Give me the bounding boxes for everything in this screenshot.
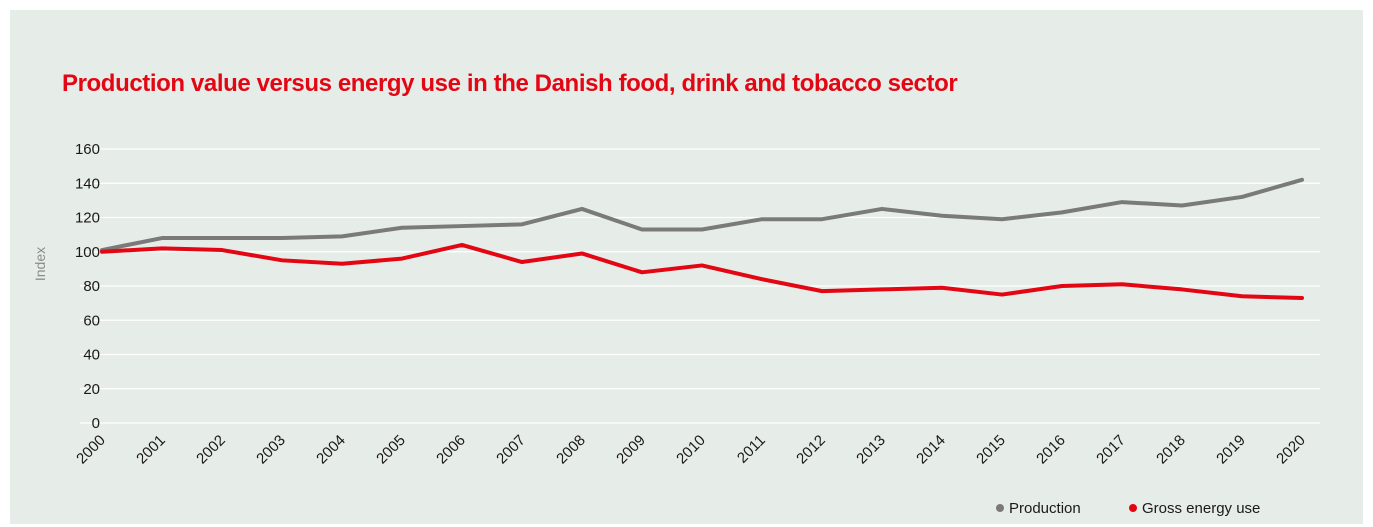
x-tick-label: 2016 [1033, 432, 1069, 468]
data-point [940, 214, 944, 218]
y-tick-label: 60 [83, 312, 100, 329]
data-point [1240, 195, 1244, 199]
y-tick-label: 160 [75, 141, 100, 158]
data-point [1060, 210, 1064, 214]
x-axis-ticks: 2000 2001 2002 2003 2004 2005 2006 2007 2008 2009… [73, 432, 1309, 468]
data-point [880, 207, 884, 211]
data-point [1060, 284, 1064, 288]
y-axis-ticks: 0 20 40 60 80 100 120 140 160 [75, 141, 100, 432]
x-tick-label: 2004 [313, 432, 349, 468]
x-tick-label: 2018 [1153, 432, 1189, 468]
data-point [580, 207, 584, 211]
data-point [160, 236, 164, 240]
y-tick-label: 140 [75, 175, 100, 192]
data-point [1300, 296, 1304, 300]
x-tick-label: 2013 [853, 432, 889, 468]
y-tick-label: 20 [83, 381, 100, 398]
legend-marker-icon [996, 504, 1004, 512]
data-point [340, 262, 344, 266]
data-point [640, 227, 644, 231]
data-point [100, 250, 104, 254]
legend-label: Production [1009, 500, 1081, 517]
gridlines [80, 148, 1320, 424]
data-point [580, 251, 584, 255]
data-point [1000, 217, 1004, 221]
data-point [280, 236, 284, 240]
data-point [1180, 204, 1184, 208]
legend-item: Gross energy use [1129, 500, 1260, 517]
data-point [160, 246, 164, 250]
x-tick-label: 2011 [734, 432, 769, 467]
legend-marker-icon [1129, 504, 1137, 512]
x-tick-label: 2017 [1093, 432, 1129, 468]
data-point [280, 258, 284, 262]
x-tick-label: 2009 [613, 432, 649, 468]
data-point [460, 224, 464, 228]
chart-title: Production value versus energy use in th… [62, 70, 958, 97]
data-point [400, 257, 404, 261]
data-point [820, 217, 824, 221]
data-point [1120, 200, 1124, 204]
legend-label: Gross energy use [1142, 500, 1260, 517]
y-axis-label: Index [32, 247, 48, 281]
x-tick-label: 2019 [1213, 432, 1249, 468]
x-tick-label: 2008 [553, 432, 589, 468]
data-point [220, 248, 224, 252]
y-tick-label: 0 [92, 415, 100, 432]
x-tick-label: 2010 [673, 432, 709, 468]
legend-item: Production [996, 500, 1081, 517]
legend: Production Gross energy use [996, 500, 1260, 517]
data-point [520, 260, 524, 264]
x-tick-label: 2000 [73, 432, 109, 468]
x-tick-label: 2006 [433, 432, 469, 468]
series-line-gross-energy-use [100, 242, 1304, 300]
y-tick-label: 40 [83, 347, 100, 364]
data-point [1120, 282, 1124, 286]
data-point [880, 287, 884, 291]
data-point [940, 286, 944, 290]
series-lines [100, 177, 1304, 300]
data-point [400, 226, 404, 230]
data-point [700, 263, 704, 267]
x-tick-label: 2001 [133, 432, 169, 468]
data-point [1180, 287, 1184, 291]
data-point [820, 289, 824, 293]
x-tick-label: 2015 [973, 432, 1009, 468]
x-tick-label: 2014 [913, 432, 949, 468]
y-tick-label: 100 [75, 244, 100, 261]
data-point [700, 227, 704, 231]
data-point [460, 243, 464, 247]
data-point [1240, 294, 1244, 298]
y-tick-label: 80 [83, 278, 100, 295]
data-point [520, 222, 524, 226]
x-tick-label: 2002 [193, 432, 229, 468]
x-tick-label: 2005 [373, 432, 409, 468]
data-point [340, 234, 344, 238]
x-tick-label: 2012 [793, 432, 829, 468]
y-tick-label: 120 [75, 210, 100, 227]
data-point [1000, 293, 1004, 297]
data-point [640, 270, 644, 274]
x-tick-label: 2020 [1273, 432, 1309, 468]
data-point [1300, 178, 1304, 182]
data-point [760, 217, 764, 221]
data-point [220, 236, 224, 240]
x-tick-label: 2007 [493, 432, 529, 468]
x-tick-label: 2003 [253, 432, 289, 468]
data-point [760, 277, 764, 281]
